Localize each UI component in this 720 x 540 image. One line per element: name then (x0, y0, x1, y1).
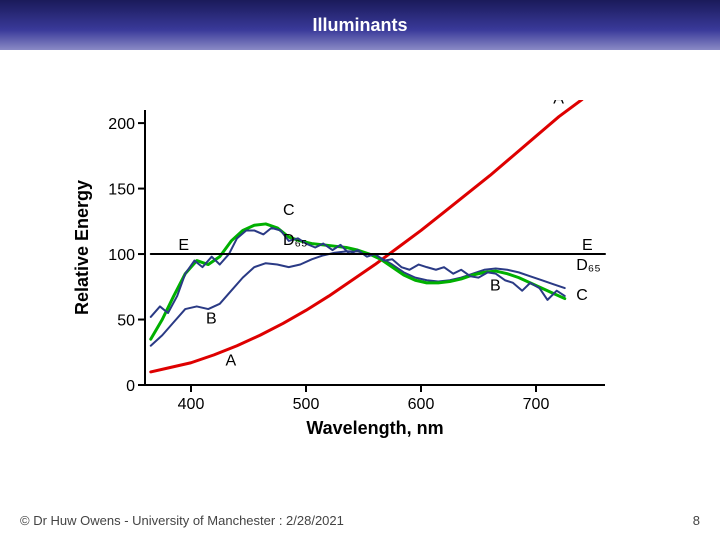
svg-text:600: 600 (408, 396, 435, 413)
series-label-C: C (576, 287, 588, 304)
svg-text:500: 500 (293, 396, 320, 413)
slide-title: Illuminants (312, 15, 407, 36)
svg-text:Relative Energy: Relative Energy (72, 180, 92, 315)
series-label-C: C (283, 202, 295, 219)
series-label-A: A (553, 100, 564, 107)
series-B (151, 251, 565, 345)
series-label-E: E (178, 237, 189, 254)
illuminants-chart: 0 50 100 150 200 400 500 600 700 Wavelength, nm Re… (70, 100, 660, 440)
svg-text:700: 700 (523, 396, 550, 413)
svg-text:400: 400 (178, 396, 205, 413)
footer-attribution: © Dr Huw Owens - University of Mancheste… (20, 513, 344, 528)
series-label-B: B (490, 278, 501, 295)
series-label-D65: D₆₅ (576, 257, 600, 274)
svg-text:Wavelength, nm: Wavelength, nm (306, 418, 443, 438)
svg-text:200: 200 (108, 116, 135, 133)
svg-text:0: 0 (126, 378, 135, 395)
series-label-D65: D₆₅ (283, 232, 307, 249)
svg-text:100: 100 (108, 247, 135, 264)
slide-footer: © Dr Huw Owens - University of Mancheste… (20, 513, 700, 528)
chart-container: 0 50 100 150 200 400 500 600 700 Wavelength, nm Re… (70, 100, 660, 440)
series-label-A: A (226, 352, 237, 369)
slide-title-bar: Illuminants (0, 0, 720, 50)
svg-text:150: 150 (108, 182, 135, 199)
svg-text:50: 50 (117, 313, 135, 330)
series-label-E: E (582, 237, 593, 254)
series-label-B: B (206, 310, 217, 327)
series-A (151, 100, 582, 372)
slide-number: 8 (693, 513, 700, 528)
